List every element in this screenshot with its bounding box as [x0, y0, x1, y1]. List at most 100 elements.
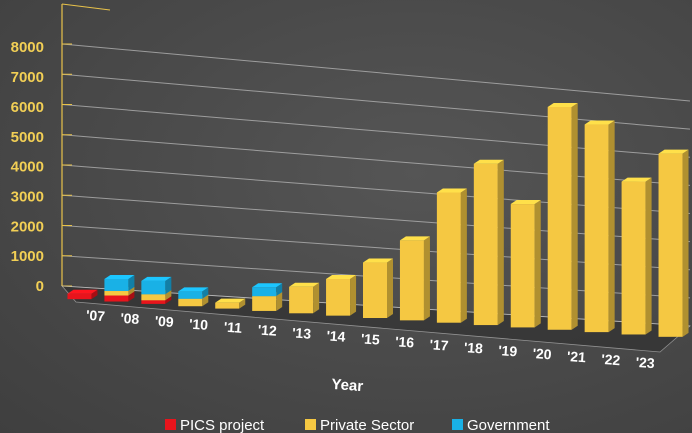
x-tick-label: '19 — [498, 342, 518, 359]
x-tick-label: '09 — [154, 313, 174, 330]
bar-segment-top — [621, 177, 652, 182]
bar-stack — [141, 276, 172, 304]
bar-segment — [510, 204, 535, 328]
bar-stack — [436, 188, 467, 323]
bar-segment — [178, 298, 203, 307]
x-tick-label: '08 — [120, 310, 140, 327]
bar-segment — [67, 293, 92, 300]
bar-segment — [141, 294, 166, 301]
bar-stack — [584, 120, 615, 333]
bar-segment-side — [128, 291, 135, 302]
x-tick-label: '21 — [566, 348, 586, 365]
bar-stack — [473, 159, 504, 326]
bar-segment-side — [276, 283, 283, 297]
x-tick-label: '15 — [360, 330, 380, 347]
bar-segment-top — [547, 102, 578, 107]
bar-segment-side — [276, 292, 283, 311]
bar-segment-top — [215, 298, 246, 303]
y-tick-label: 3000 — [11, 188, 44, 205]
bars — [67, 102, 689, 337]
bar-segment-side — [128, 274, 135, 292]
x-tick-label: '18 — [463, 339, 483, 356]
bar-segment — [141, 280, 166, 295]
gridline — [61, 43, 691, 102]
bar-segment — [326, 279, 351, 316]
x-tick-label: '14 — [326, 327, 346, 344]
bar-stack — [363, 258, 393, 318]
legend-label: Private Sector — [320, 417, 414, 433]
bar-segment-side — [645, 177, 652, 335]
bar-segment — [178, 291, 203, 299]
bar-segment-side — [202, 287, 209, 299]
bar-segment-top — [584, 120, 615, 125]
bar-segment-side — [387, 258, 393, 318]
bar-stack — [547, 102, 578, 330]
bar-segment-side — [571, 102, 578, 330]
bar-segment — [363, 262, 387, 318]
bar-segment — [621, 181, 646, 335]
bar-segment — [473, 163, 498, 326]
bar-segment — [252, 287, 277, 297]
x-axis-ticks: '07 '08 '09 '10 '11 '12 '13 '14 '15 '16 '17 '18 '19 '… — [86, 307, 656, 371]
y-tick-label: 2000 — [11, 218, 44, 235]
gridline — [61, 73, 691, 130]
x-tick-label: '22 — [601, 351, 621, 368]
y-tick-label: 0 — [36, 278, 44, 295]
bar-segment-side — [608, 120, 615, 333]
bar-segment-top — [326, 275, 357, 280]
bar-segment — [547, 106, 572, 330]
bar-segment-top — [510, 200, 541, 205]
bar-stack — [510, 200, 541, 328]
bar-stack — [67, 289, 98, 300]
bar-segment-side — [682, 149, 689, 337]
bar-segment-side — [91, 289, 98, 300]
bar-segment — [289, 286, 314, 314]
y-tick-label: 4000 — [11, 159, 44, 176]
y-tick-label: 6000 — [11, 99, 44, 116]
bar-segment-top — [658, 149, 689, 154]
bar-stack — [621, 177, 652, 335]
bar-stack — [252, 283, 283, 311]
bar-segment — [141, 300, 166, 304]
bar-segment-side — [460, 188, 467, 323]
bar-segment-side — [202, 294, 209, 307]
legend: PICS project Private Sector Government — [165, 417, 550, 433]
bar-segment — [104, 278, 129, 292]
x-tick-label: '23 — [635, 354, 655, 371]
bar-segment-top — [104, 274, 135, 279]
y-tick-label: 8000 — [11, 39, 44, 56]
bar-segment-top — [178, 287, 209, 292]
bar-segment-side — [165, 296, 172, 304]
bar-segment-top — [363, 258, 393, 263]
y-tick-label: 7000 — [11, 69, 44, 86]
bar-segment-top — [289, 282, 320, 287]
wall-top-edge — [61, 3, 111, 11]
bar-segment — [104, 295, 129, 302]
bar-segment-top — [473, 159, 504, 164]
bar-stack — [178, 287, 209, 307]
bar-segment-side — [165, 290, 172, 301]
bar-segment-top — [399, 236, 430, 241]
x-tick-label: '07 — [86, 307, 106, 324]
legend-label: PICS project — [180, 417, 265, 433]
bar-segment — [399, 240, 424, 321]
y-tick-label: 1000 — [11, 248, 44, 265]
bar-segment-side — [128, 287, 135, 296]
x-tick-label: '16 — [395, 333, 415, 350]
legend-label: Government — [467, 417, 550, 433]
bar-stack — [399, 236, 430, 321]
bar-segment-side — [534, 200, 541, 328]
bar-stack — [215, 298, 246, 309]
y-axis-ticks: 0 1000 2000 3000 4000 5000 6000 7000 8000 — [11, 39, 44, 295]
bar-segment — [584, 124, 609, 333]
x-tick-label: '11 — [223, 319, 242, 336]
bar-segment — [215, 302, 240, 309]
bar-segment — [104, 291, 129, 296]
bar-segment-top — [67, 289, 98, 294]
bar-stack — [289, 282, 320, 314]
bar-segment-top — [436, 188, 467, 193]
bar-segment-top — [252, 283, 283, 288]
x-tick-label: '13 — [292, 324, 312, 341]
x-tick-label: '12 — [257, 322, 277, 339]
